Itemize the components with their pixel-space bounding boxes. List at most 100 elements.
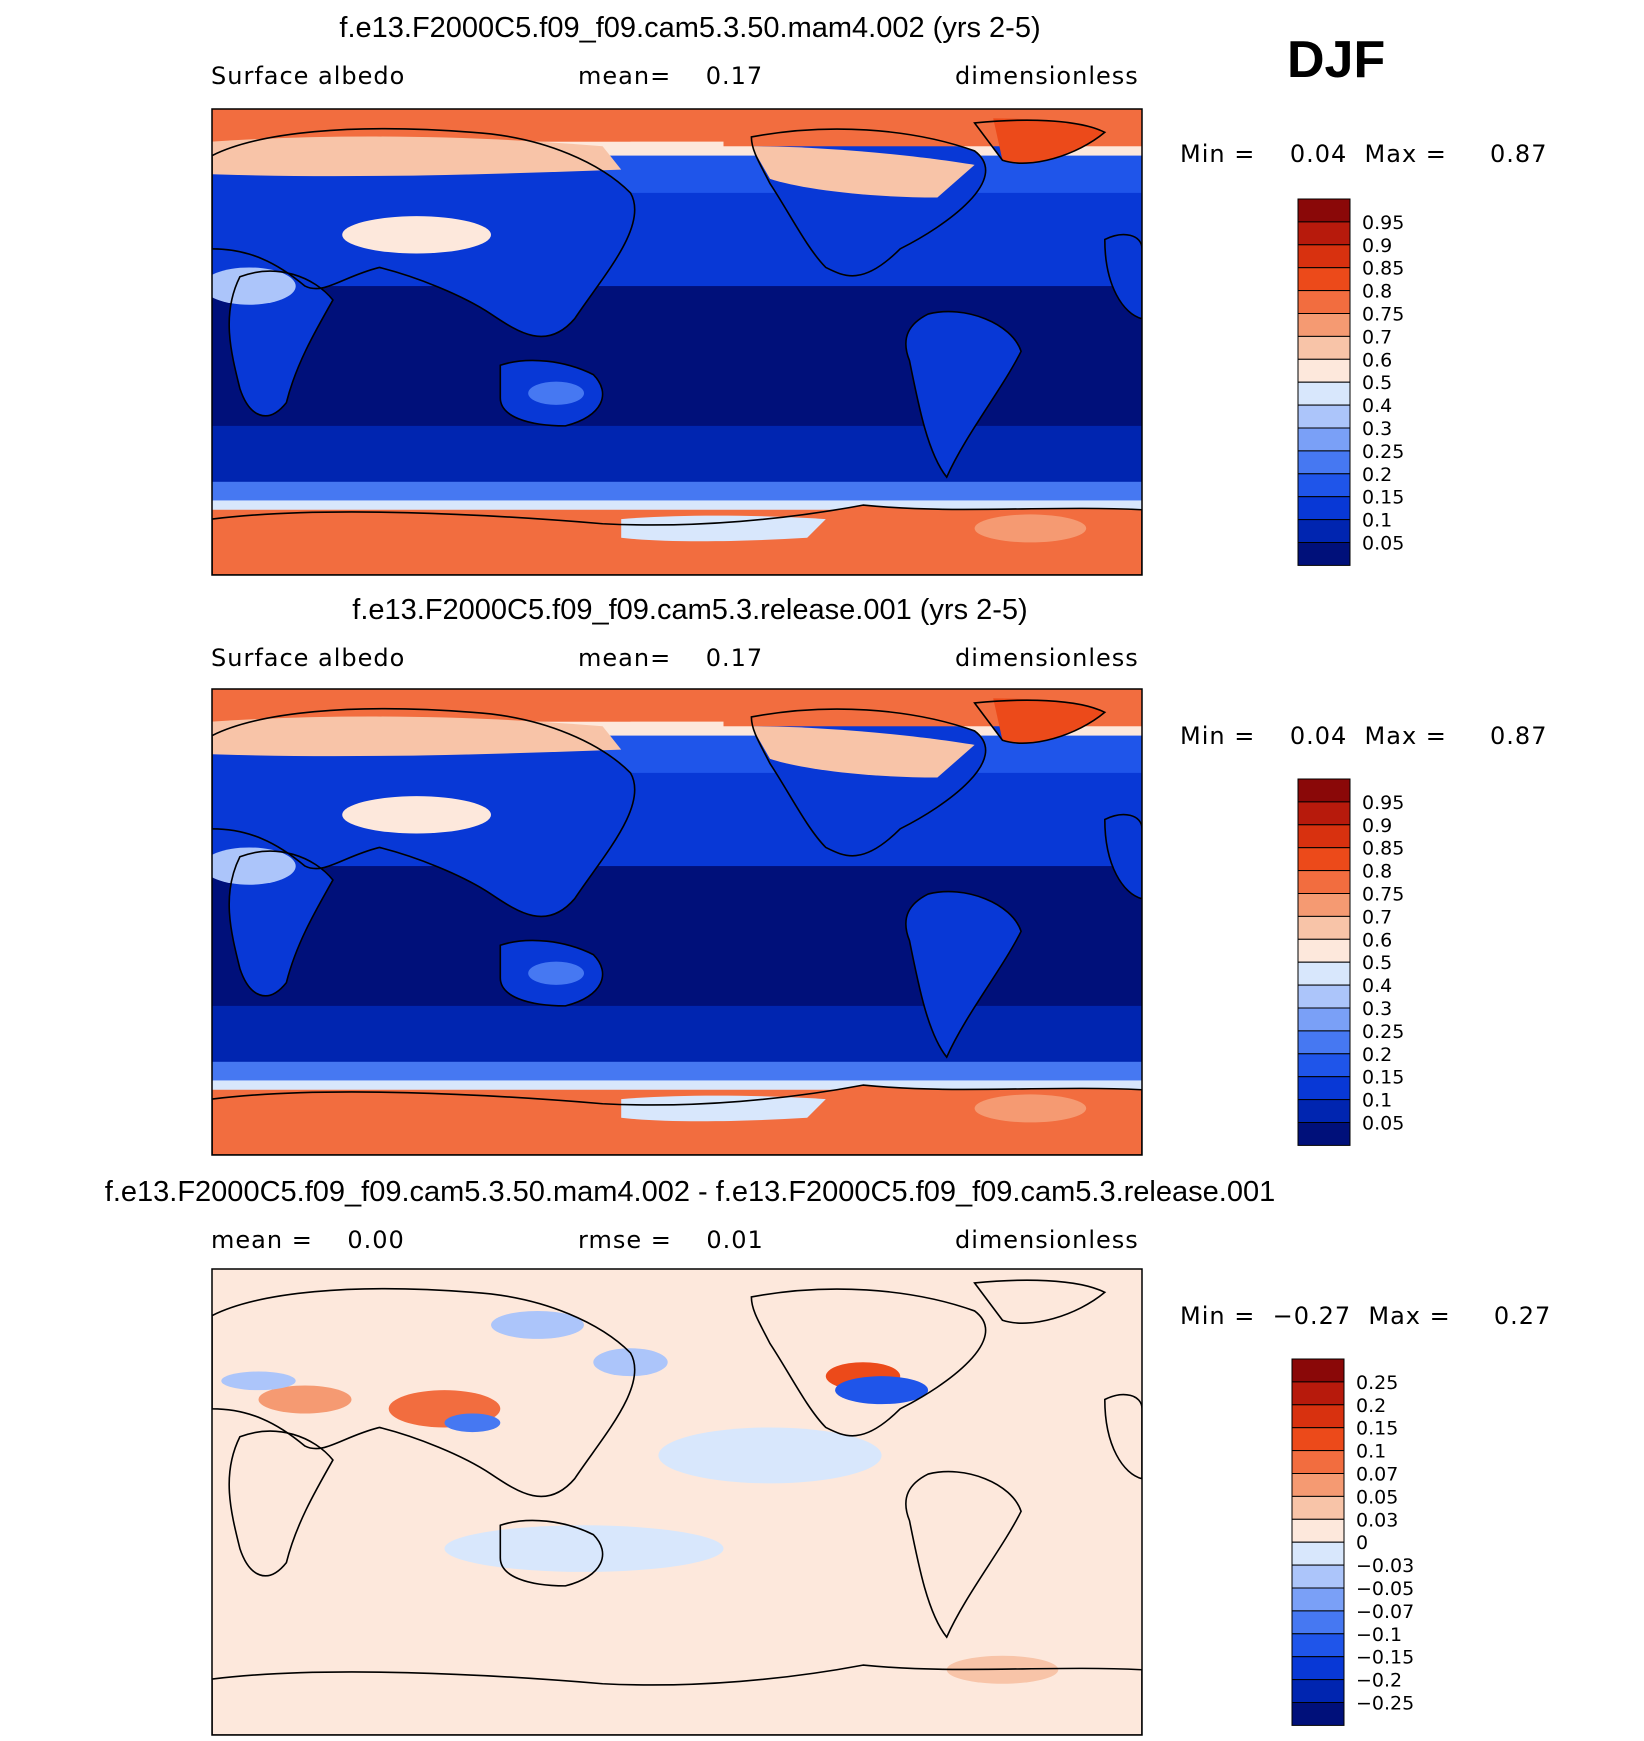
- panel-2-colorbar-box-5: [1297, 870, 1351, 894]
- panel-2-band-6: [212, 1005, 1142, 1063]
- panel-3-colorbar-tick-6: 0.05: [1356, 1486, 1398, 1508]
- panel-1-units-label: dimensionless: [955, 62, 1139, 90]
- panel-1-band-8: [212, 500, 1142, 511]
- panel-1-ross-ice: [621, 515, 826, 542]
- panel-1-coastline-8: [1105, 235, 1142, 319]
- panel-3-colorbar-tick-7: 0.03: [1356, 1509, 1398, 1531]
- panel-3-coastline-8: [1105, 1395, 1142, 1479]
- panel-2-snow-eurasia: [212, 716, 622, 757]
- panel-2-colorbar-tick-15: 0.05: [1362, 1113, 1404, 1135]
- panel-1-colorbar-tick-15: 0.05: [1362, 533, 1404, 555]
- panel-3-colorbar-tick-11: −0.07: [1356, 1601, 1414, 1623]
- panel-3-colorbar-box-15: [1291, 1679, 1345, 1703]
- panel-2-coastline-5: [975, 700, 1105, 743]
- panel-1-colorbar-box-7: [1297, 335, 1351, 360]
- panel-3-colorbar-tick-1: 0.25: [1356, 1372, 1398, 1394]
- panel-2-colorbar-tick-5: 0.75: [1362, 884, 1404, 906]
- panel-3-colorbar-box-7: [1291, 1495, 1345, 1520]
- panel-3-coastline-7: [212, 1665, 1142, 1735]
- panel-3-colorbar-box-9: [1291, 1541, 1345, 1566]
- panel-1-colorbar-tick-14: 0.1: [1362, 510, 1392, 532]
- panel-3-colorbar-tick-8: 0: [1356, 1532, 1368, 1554]
- panel-2-colorbar-tick-3: 0.85: [1362, 838, 1404, 860]
- panel-3-coastline-4: [751, 1289, 985, 1436]
- panel-1-colorbar-box-11: [1297, 427, 1351, 452]
- panel-1-colorbar-tick-1: 0.95: [1362, 212, 1404, 234]
- panel-1-colorbar-tick-11: 0.25: [1362, 441, 1404, 463]
- panel-1-colorbar-tick-6: 0.7: [1362, 326, 1392, 348]
- panel-3-coastline-6: [906, 1472, 1021, 1638]
- panel-1-colorbar-box-9: [1297, 381, 1351, 406]
- panel-1-snow-america: [751, 146, 975, 198]
- panel-3-colorbar-box-2: [1291, 1381, 1345, 1406]
- panel-1-land-fill-6: [905, 311, 1022, 478]
- panel-1-land-fill-8: [1104, 234, 1142, 319]
- panel-2-colorbar-box-8: [1297, 938, 1351, 963]
- panel-2-tibet: [342, 796, 491, 834]
- panel-3-min-max: Min = −0.27 Max = 0.27: [1180, 1302, 1552, 1330]
- panel-1-coastline-2: [229, 271, 333, 416]
- panel-2-colorbar-box-1: [1297, 778, 1351, 803]
- panel-2-units-label: dimensionless: [955, 644, 1139, 672]
- panel-2-land-fill-8: [1104, 814, 1142, 899]
- panel-1-colorbar-tick-9: 0.4: [1362, 395, 1392, 417]
- panel-1-band-6: [212, 425, 1142, 483]
- panel-2-band-7: [212, 1061, 1142, 1082]
- panel-1-tibet: [342, 216, 491, 254]
- panel-1-colorbar-tick-2: 0.9: [1362, 235, 1392, 257]
- panel-1-colorbar-box-12: [1297, 450, 1351, 475]
- panel-2-australia-desert: [528, 961, 584, 985]
- panel-2-land-fill-6: [905, 891, 1022, 1058]
- panel-3-colorbar-tick-5: 0.07: [1356, 1464, 1398, 1486]
- panel-1-colorbar-tick-12: 0.2: [1362, 464, 1392, 486]
- panel-1-colorbar-box-13: [1297, 473, 1351, 498]
- panel-1-coastline-3: [500, 360, 602, 425]
- panel-1-colorbar-tick-8: 0.5: [1362, 372, 1392, 394]
- panel-2-colorbar-tick-8: 0.5: [1362, 952, 1392, 974]
- panel-3-colorbar-tick-15: −0.25: [1356, 1693, 1414, 1715]
- panel-1-colorbar-tick-4: 0.8: [1362, 281, 1392, 303]
- season-label: DJF: [1287, 31, 1386, 89]
- panel-1-title: f.e13.F2000C5.f09_f09.cam5.3.50.mam4.002…: [339, 12, 1041, 44]
- panel-3-anomaly-10: [658, 1427, 882, 1484]
- panel-2-colorbar-box-11: [1297, 1007, 1351, 1032]
- panel-3-units-label: dimensionless: [955, 1226, 1139, 1254]
- panel-1-colorbar-tick-10: 0.3: [1362, 418, 1392, 440]
- panel-3-colorbar-tick-2: 0.2: [1356, 1395, 1386, 1417]
- panel-3-colorbar-tick-3: 0.15: [1356, 1418, 1398, 1440]
- panel-2-colorbar-box-9: [1297, 961, 1351, 986]
- panel-2-coastline-2: [229, 851, 333, 996]
- panel-1-colorbar-box-8: [1297, 358, 1351, 383]
- panel-2-band-8: [212, 1080, 1142, 1091]
- panel-3-colorbar-tick-13: −0.15: [1356, 1647, 1414, 1669]
- panel-1-coastline-4: [751, 129, 985, 276]
- panel-1-land-fill-2: [229, 271, 333, 416]
- panel-2-map-frame: [211, 688, 1143, 1156]
- panel-1-colorbar-tick-5: 0.75: [1362, 304, 1404, 326]
- panel-3-colorbar-box-14: [1291, 1656, 1345, 1681]
- panel-3-anomaly-5: [835, 1376, 929, 1405]
- panel-1-variable-label: Surface albedo: [211, 62, 406, 90]
- panel-1-colorbar-box-4: [1297, 267, 1351, 292]
- panel-1-snow-eurasia: [212, 136, 622, 177]
- panel-2-land-fill-2: [229, 851, 333, 996]
- panel-2-colorbar-box-14: [1297, 1076, 1351, 1101]
- panel-3-colorbar-box-12: [1291, 1610, 1345, 1635]
- panel-2-colorbar-tick-9: 0.4: [1362, 975, 1392, 997]
- panel-1-colorbar-box-5: [1297, 290, 1351, 315]
- panel-1-colorbar-tick-3: 0.85: [1362, 258, 1404, 280]
- panel-2-colorbar-tick-14: 0.1: [1362, 1090, 1392, 1112]
- panel-2-colorbar-tick-1: 0.95: [1362, 792, 1404, 814]
- panel-1-antarctic-peninsula: [974, 514, 1087, 543]
- panel-2-ross-ice: [621, 1095, 826, 1122]
- panel-2-coastline-6: [906, 892, 1021, 1058]
- panel-3-mean-label: mean = 0.00: [211, 1226, 405, 1254]
- panel-1-australia-desert: [528, 381, 584, 405]
- panel-2-colorbar-box-3: [1297, 824, 1351, 849]
- panel-1-colorbar-box-14: [1297, 496, 1351, 521]
- panel-2-min-max: Min = 0.04 Max = 0.87: [1180, 722, 1548, 750]
- panel-2-map-field: [212, 689, 1142, 1155]
- panel-2-colorbar-box-16: [1297, 1122, 1351, 1146]
- panel-2-colorbar-tick-12: 0.2: [1362, 1044, 1392, 1066]
